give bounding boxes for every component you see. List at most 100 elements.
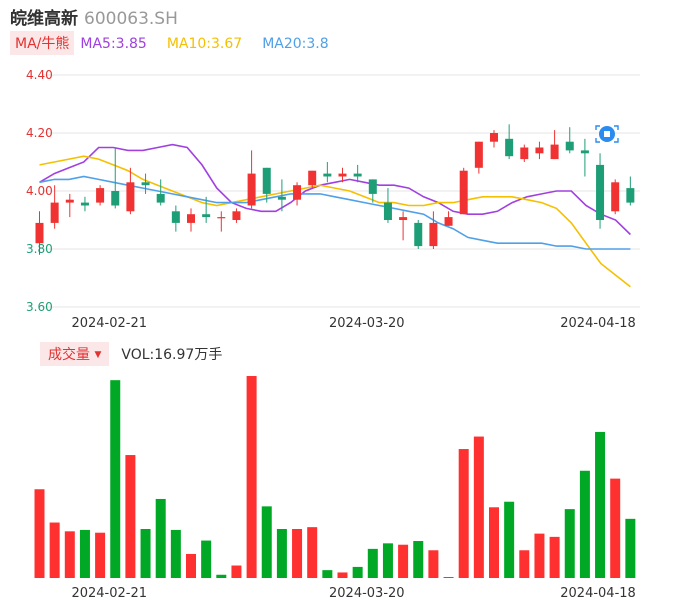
volume-bar	[201, 540, 212, 578]
volume-bar	[595, 431, 606, 578]
volume-indicator-tag[interactable]: 成交量 ▼	[40, 342, 110, 366]
volume-bar	[110, 380, 121, 578]
candle-body	[126, 182, 135, 212]
news-badge-icon[interactable]	[595, 125, 619, 143]
candlesticks	[35, 124, 635, 255]
candle-body	[535, 147, 544, 154]
ma-indicator-tag[interactable]: MA/牛熊	[10, 31, 75, 55]
candle	[277, 179, 286, 212]
candle-body	[187, 214, 195, 223]
candle-body	[611, 182, 620, 212]
candle	[353, 164, 362, 183]
volume-bar	[216, 574, 227, 578]
candle-body	[368, 179, 377, 194]
candle-body	[596, 164, 605, 220]
candle	[399, 211, 408, 241]
candle	[141, 173, 150, 194]
volume-bar	[610, 478, 621, 578]
candle-body	[156, 193, 165, 203]
volume-bar	[95, 532, 106, 578]
candle	[323, 162, 332, 183]
volume-bar	[64, 531, 75, 578]
candle	[35, 211, 44, 255]
volume-legend: 成交量 ▼ VOL:16.97万手	[40, 342, 222, 366]
ma-legend: MA/牛熊 MA5:3.85 MA10:3.67 MA20:3.8	[10, 31, 349, 55]
volume-bar	[504, 501, 515, 578]
ma20-line	[39, 175, 631, 250]
x-date-label: 2024-02-21	[71, 586, 147, 601]
volume-bars	[34, 376, 636, 578]
candle	[520, 144, 529, 162]
candle-body	[141, 182, 150, 186]
candle-body	[293, 185, 302, 200]
candle-body	[550, 144, 559, 160]
x-date-label: 2024-04-18	[560, 586, 636, 601]
volume-bar	[458, 449, 469, 578]
volume-bar	[564, 509, 575, 578]
stock-name: 皖维高新	[10, 9, 78, 29]
ma10-line	[39, 155, 631, 288]
x-date-label: 2024-02-21	[71, 316, 147, 331]
volume-bar	[398, 544, 409, 578]
candle-body	[474, 141, 483, 168]
y-tick-label: 4.20	[26, 126, 53, 140]
candle-body	[323, 173, 332, 177]
candle-body	[383, 202, 392, 220]
candle-body	[111, 191, 120, 206]
volume-bar	[489, 507, 499, 578]
candle-body	[338, 173, 347, 177]
y-tick-label: 4.00	[26, 184, 53, 198]
volume-tag-label: 成交量	[48, 347, 90, 363]
volume-bar	[155, 498, 166, 578]
volume-bar	[186, 553, 196, 578]
candle	[565, 127, 574, 154]
volume-date-labels: 2024-02-21 2024-03-20 2024-04-18	[71, 586, 635, 601]
volume-bar	[534, 533, 545, 578]
volume-bar	[292, 529, 303, 578]
volume-bar	[231, 565, 242, 578]
volume-bar	[549, 536, 560, 578]
volume-bar	[307, 527, 318, 578]
volume-bar	[246, 376, 257, 578]
candle-body	[232, 211, 241, 220]
candle	[126, 167, 135, 215]
candle	[611, 179, 620, 215]
candle	[50, 185, 59, 229]
volume-bar	[140, 529, 151, 578]
volume-bar	[322, 570, 333, 578]
candle	[202, 196, 211, 223]
x-date-label: 2024-03-20	[329, 586, 405, 601]
candle-body	[80, 202, 89, 206]
x-date-label: 2024-04-18	[560, 316, 636, 331]
volume-bar	[170, 529, 181, 578]
candle	[505, 124, 514, 160]
candle	[187, 208, 195, 232]
candle-body	[429, 222, 438, 247]
candle-body	[520, 147, 529, 160]
volume-bar	[473, 436, 484, 578]
candle-body	[414, 222, 423, 247]
volume-bar	[49, 522, 60, 578]
candle	[262, 167, 271, 203]
candle	[96, 185, 105, 206]
volume-bar	[625, 518, 636, 578]
caret-down-icon: ▼	[94, 350, 102, 360]
candle-body	[96, 188, 105, 203]
volume-bar	[519, 550, 530, 578]
candle	[459, 167, 468, 215]
candle	[293, 182, 302, 206]
candle-body	[247, 173, 256, 206]
stock-title: 皖维高新 600063.SH	[10, 4, 178, 29]
ma5-legend: MA5:3.85	[80, 36, 147, 52]
candle	[490, 130, 498, 148]
candle-body	[308, 170, 317, 186]
price-date-labels: 2024-02-21 2024-03-20 2024-04-18	[71, 316, 635, 331]
volume-bar	[579, 470, 590, 578]
badge-frame	[595, 125, 619, 143]
candle-body	[262, 167, 271, 194]
candle	[217, 211, 226, 232]
stock-code: 600063.SH	[84, 9, 178, 29]
candle	[308, 170, 317, 189]
candle	[626, 176, 635, 206]
